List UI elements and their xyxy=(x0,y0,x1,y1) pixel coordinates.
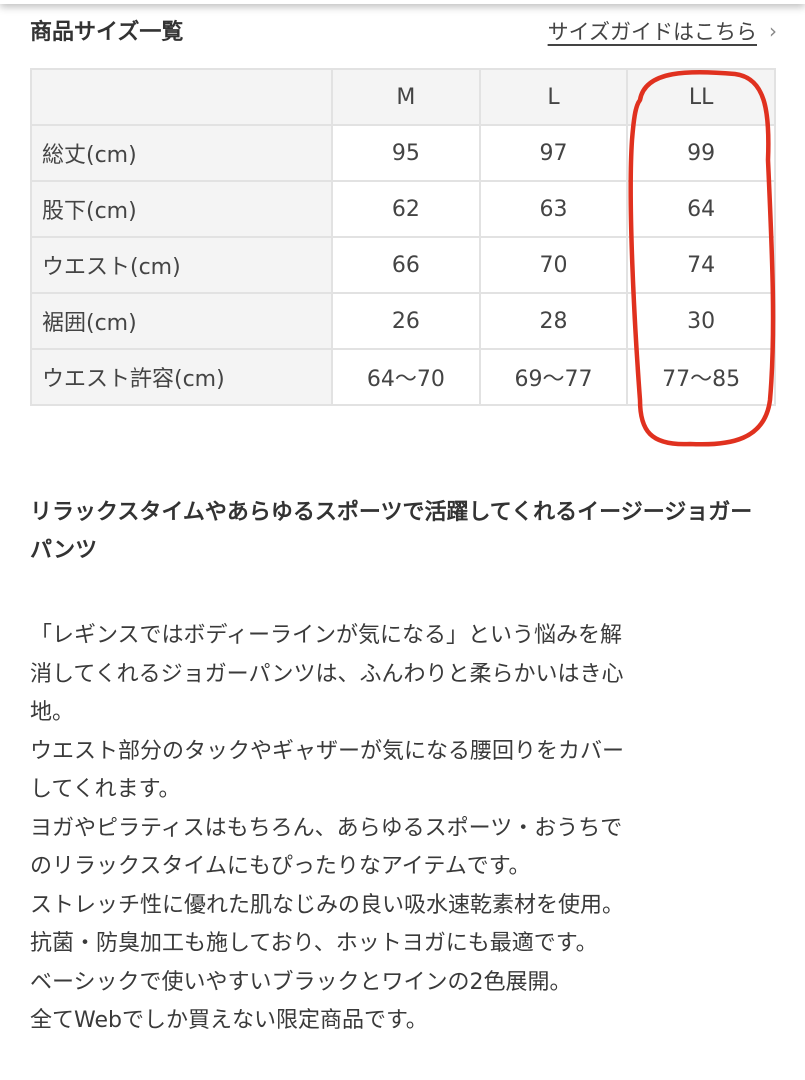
row-label: 股下(cm) xyxy=(29,180,334,238)
table-row: 裾囲(cm) 26 28 30 xyxy=(29,292,776,350)
description-line: 全てWebでしか買えない限定商品です。 xyxy=(30,1008,428,1033)
row-label: ウエスト許容(cm) xyxy=(29,348,334,406)
row-label: 裾囲(cm) xyxy=(29,292,334,350)
table-header-row: M L LL xyxy=(29,68,776,126)
header-cell-m: M xyxy=(331,68,481,126)
description-line: のリラックスタイムにもぴったりなアイテムです。 xyxy=(30,854,531,879)
cell-l: 70 xyxy=(478,236,629,294)
cell-m: 95 xyxy=(331,124,481,182)
description-line: 地。 xyxy=(30,700,75,725)
cell-l: 69〜77 xyxy=(478,348,629,406)
cell-m: 66 xyxy=(331,236,481,294)
cell-l: 28 xyxy=(478,292,629,350)
cell-m: 62 xyxy=(331,180,481,238)
chevron-right-icon: › xyxy=(769,19,777,43)
header-cell-l: L xyxy=(478,68,629,126)
row-label: 総丈(cm) xyxy=(29,124,334,182)
cell-l: 97 xyxy=(478,124,629,182)
description-body: 「レギンスではボディーラインが気になる」という悩みを解 消してくれるジョガーパン… xyxy=(30,617,624,1041)
table-row: 股下(cm) 62 63 64 xyxy=(29,180,776,238)
cell-m: 64〜70 xyxy=(331,348,481,406)
cell-l: 63 xyxy=(478,180,629,238)
description-line: してくれます。 xyxy=(30,777,181,802)
description-line: 抗菌・防臭加工も施しており、ホットヨガにも最適です。 xyxy=(30,931,598,956)
cell-ll: 77〜85 xyxy=(626,348,776,406)
cell-ll: 74 xyxy=(626,236,776,294)
top-bar-shadow xyxy=(0,0,805,4)
table-row: ウエスト(cm) 66 70 74 xyxy=(29,236,776,294)
cell-m: 26 xyxy=(331,292,481,350)
description-line: 「レギンスではボディーラインが気になる」という悩みを解 xyxy=(30,623,623,648)
description-lead: リラックスタイムやあらゆるスポーツで活躍してくれるイージージョガーパンツ xyxy=(30,500,753,563)
page-title: 商品サイズ一覧 xyxy=(30,20,184,45)
size-guide-link-label[interactable]: サイズガイドはこちら xyxy=(547,20,757,44)
cell-ll: 64 xyxy=(626,180,776,238)
description-line: ストレッチ性に優れた肌なじみの良い吸水速乾素材を使用。 xyxy=(30,892,625,918)
table-row: ウエスト許容(cm) 64〜70 69〜77 77〜85 xyxy=(29,348,776,406)
description-line: 消してくれるジョガーパンツは、ふんわりと柔らかいはき心 xyxy=(30,661,624,687)
cell-ll: 30 xyxy=(626,292,776,350)
description-line: ベーシックで使いやすいブラックとワインの2色展開。 xyxy=(30,969,572,995)
size-table: M L LL 総丈(cm) 95 97 99 股下(cm) 62 63 64 ウ… xyxy=(29,68,776,406)
row-label: ウエスト(cm) xyxy=(29,236,334,294)
header-cell-empty xyxy=(29,68,334,126)
table-row: 総丈(cm) 95 97 99 xyxy=(29,124,776,182)
size-guide-link[interactable]: サイズガイドはこちら › xyxy=(548,16,777,46)
description-line: ヨガやピラティスはもちろん、あらゆるスポーツ・おうちで xyxy=(30,815,623,841)
header-cell-ll: LL xyxy=(626,68,776,126)
description-line: ウエスト部分のタックやギャザーが気になる腰回りをカバー xyxy=(30,738,625,764)
cell-ll: 99 xyxy=(626,124,776,182)
